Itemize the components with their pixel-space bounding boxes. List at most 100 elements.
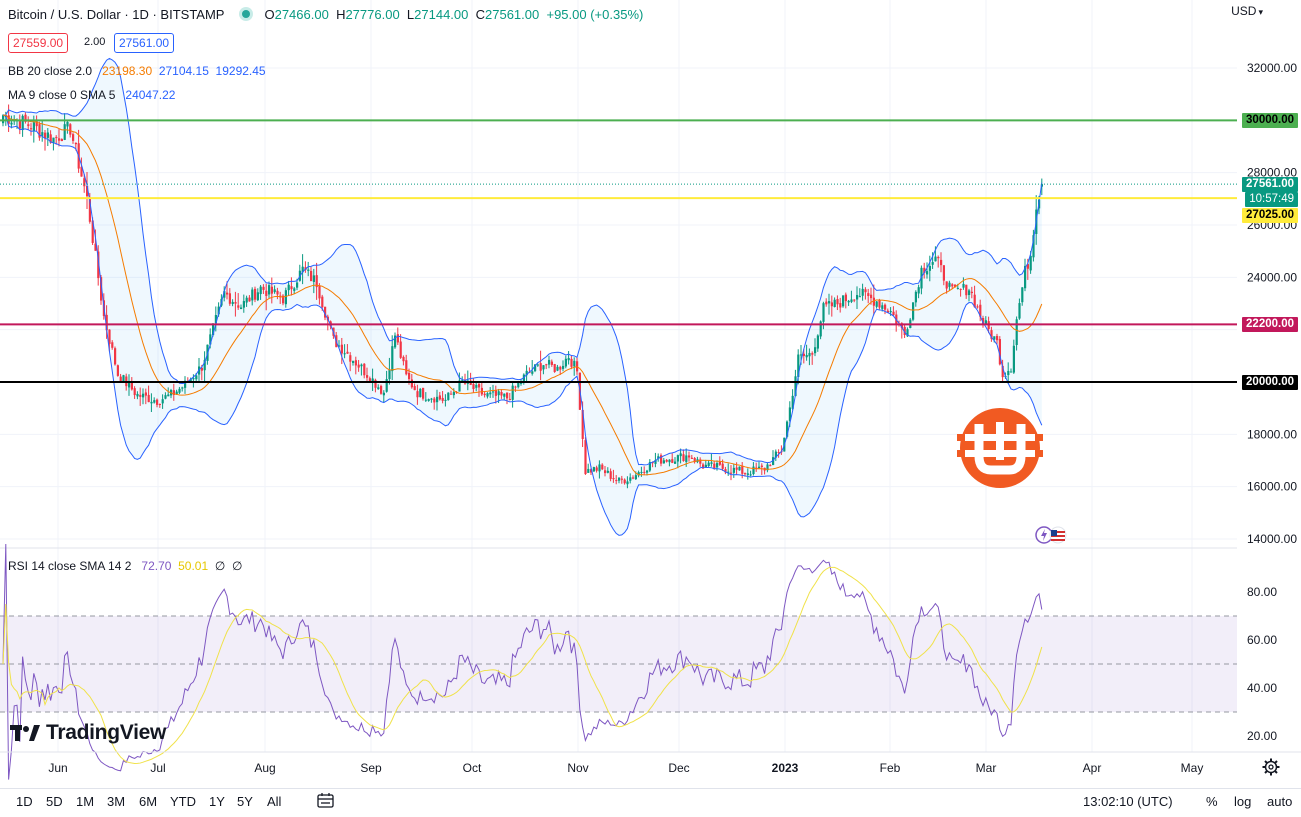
time-tick-label: Mar — [976, 761, 997, 775]
time-tick-label: Jun — [48, 761, 67, 775]
level-badge-22200: 22200.00 — [1242, 317, 1298, 332]
candle-body — [903, 326, 906, 336]
range-1y-button[interactable]: 1Y — [209, 794, 225, 809]
candle-body — [819, 321, 822, 337]
range-1d-button[interactable]: 1D — [16, 794, 33, 809]
candle-body — [181, 387, 184, 389]
sell-button[interactable]: 27559.00 — [8, 33, 69, 53]
candle-body — [637, 472, 640, 476]
currency-selector[interactable]: USD ▾ — [1231, 4, 1263, 18]
candle-body — [153, 400, 156, 403]
price-axis[interactable]: 32000.0028000.0026000.0024000.0018000.00… — [1237, 0, 1301, 788]
candle-body — [161, 399, 164, 404]
candle-body — [816, 335, 819, 349]
candle-body — [248, 297, 251, 302]
bb-legend[interactable]: BB 20 close 2.0 23198.30 27104.15 19292.… — [8, 64, 266, 78]
tradingview-logo[interactable]: TradingView — [10, 721, 166, 745]
range-all-button[interactable]: All — [267, 794, 282, 809]
candle-body — [634, 475, 637, 480]
candle-body — [178, 388, 181, 393]
candle-body — [956, 287, 959, 289]
candle-body — [195, 375, 198, 380]
candle-body — [119, 376, 122, 383]
candle-body — [427, 399, 430, 401]
auto-scale-toggle[interactable]: auto — [1267, 794, 1293, 809]
candle-body — [223, 291, 226, 298]
candle-body — [808, 352, 811, 357]
range-3m-button[interactable]: 3M — [107, 794, 126, 809]
candle-body — [209, 334, 212, 345]
log-scale-toggle[interactable]: log — [1234, 794, 1252, 809]
candle-body — [105, 314, 108, 331]
range-5y-button[interactable]: 5Y — [237, 794, 253, 809]
candle-body — [290, 286, 293, 290]
candle-body — [21, 115, 24, 131]
candle-body — [1010, 371, 1013, 373]
candle-body — [371, 378, 374, 383]
gear-icon[interactable] — [1262, 758, 1280, 776]
level-badge-20000: 20000.00 — [1242, 375, 1298, 390]
events-icon[interactable] — [1034, 525, 1070, 545]
candle-body — [959, 288, 962, 290]
bollinger-band-fill — [3, 58, 1042, 536]
candle-body — [993, 336, 996, 340]
candle-body — [654, 459, 657, 464]
candle-body — [422, 387, 425, 399]
candle-body — [338, 345, 341, 347]
calendar-range-icon[interactable] — [317, 793, 335, 809]
candle-body — [100, 277, 103, 301]
candle-body — [931, 262, 934, 265]
candle-body — [114, 348, 117, 365]
buy-button[interactable]: 27561.00 — [114, 33, 175, 53]
candle-body — [870, 294, 873, 299]
utc-clock[interactable]: 13:02:10 (UTC) — [1083, 794, 1173, 809]
candle-body — [150, 401, 153, 404]
candle-body — [601, 464, 604, 470]
candle-body — [548, 359, 551, 365]
candle-body — [172, 390, 175, 395]
range-6m-button[interactable]: 6M — [139, 794, 158, 809]
candle-body — [158, 403, 161, 405]
rsi-tick-label: 60.00 — [1247, 633, 1277, 647]
candle-body — [18, 120, 21, 129]
symbol-title[interactable]: Bitcoin / U.S. Dollar · 1D · BITSTAMP — [8, 7, 225, 22]
candle-body — [884, 304, 887, 310]
candle-body — [727, 471, 730, 473]
candle-body — [587, 468, 590, 473]
candle-body — [203, 359, 206, 371]
rsi-line — [2, 543, 1043, 780]
candle-body — [699, 459, 702, 464]
candle-body — [492, 391, 495, 393]
candle-body — [430, 398, 433, 400]
candle-body — [1024, 265, 1027, 289]
candle-body — [480, 387, 483, 395]
candle-body — [564, 358, 567, 367]
candle-body — [128, 381, 131, 388]
candle-body — [354, 360, 357, 366]
candle-body — [626, 481, 629, 485]
chart-canvas[interactable]: 32000.0028000.0026000.0024000.0018000.00… — [0, 0, 1301, 788]
candle-body — [760, 465, 763, 467]
candle-body — [500, 391, 503, 396]
candle-body — [63, 124, 66, 140]
candle-body — [646, 470, 649, 473]
range-5d-button[interactable]: 5D — [46, 794, 63, 809]
candle-body — [212, 323, 215, 336]
candle-body — [606, 470, 609, 473]
candle-body — [256, 292, 259, 301]
time-axis[interactable]: Jun Jul Aug Sep Oct Nov Dec 2023 Feb Mar Apr May — [0, 751, 1301, 775]
percent-scale-toggle[interactable]: % — [1206, 794, 1218, 809]
candle-body — [550, 361, 553, 365]
candle-body — [44, 132, 47, 139]
rsi-legend[interactable]: RSI 14 close SMA 14 2 72.70 50.01 ∅ ∅ — [8, 559, 242, 573]
candle-body — [805, 354, 808, 358]
ma-legend[interactable]: MA 9 close 0 SMA 5 24047.22 — [8, 88, 175, 102]
candle-body — [452, 392, 455, 396]
range-1m-button[interactable]: 1M — [76, 794, 95, 809]
candle-body — [402, 356, 405, 362]
candle-body — [144, 392, 147, 396]
candle-body — [842, 295, 845, 307]
candle-body — [136, 393, 139, 397]
candle-body — [83, 178, 86, 187]
range-ytd-button[interactable]: YTD — [170, 794, 196, 809]
